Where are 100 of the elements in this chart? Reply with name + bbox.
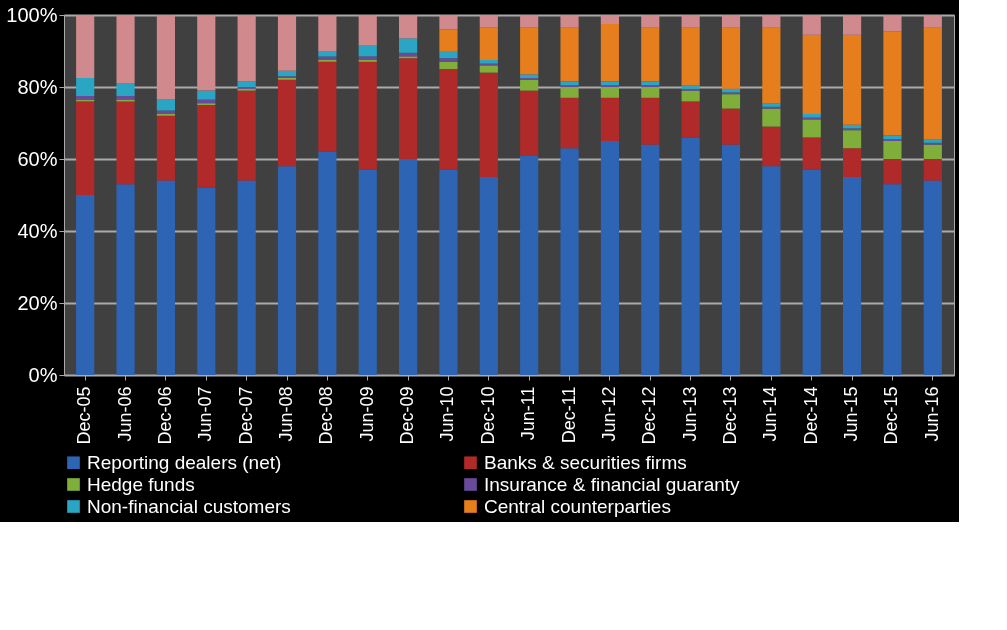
bar [721,15,741,28]
bar [600,87,619,98]
bar [479,65,498,73]
bar [600,15,619,24]
bar [156,99,175,111]
bar [762,108,781,127]
bar [600,24,619,82]
x-tick-label: Jun-14 [760,386,781,442]
bar [479,15,498,28]
bar [883,31,902,136]
bar [197,187,216,375]
x-tick-label: Dec-13 [720,386,740,445]
bar [358,45,377,57]
bar [681,27,700,86]
y-tick-label: 100% [6,3,58,26]
bar [520,15,539,28]
bar [560,15,579,28]
bar [358,56,377,60]
bar [439,61,458,69]
bar [641,97,660,145]
y-tick-label: 60% [17,147,58,170]
bar [318,151,337,375]
bar [439,29,458,51]
bar [156,15,175,100]
bar [277,79,297,167]
bar [923,180,942,375]
bar [802,169,821,375]
x-tick-label: Jun-15 [841,386,862,442]
bar [116,184,135,375]
bar [439,58,458,62]
bar [560,87,579,98]
bar [76,101,95,195]
bar [197,15,216,91]
bar [358,15,377,46]
bar [116,15,135,84]
x-tick-label: Dec-12 [639,386,660,445]
x-tick-label: Jun-11 [518,386,539,441]
bar [883,141,902,159]
bar [641,27,660,82]
x-tick-label: Jun-07 [195,386,216,442]
bar [883,159,902,185]
bar [762,126,781,167]
bar [399,159,418,375]
x-tick-label: Jun-08 [276,386,296,442]
bar [277,70,297,77]
bar [479,177,498,375]
bar [197,90,216,100]
bar [439,15,458,30]
x-tick-label: Dec-14 [800,386,821,445]
x-tick-label: Dec-05 [74,386,95,445]
bar [439,69,458,170]
legend-label: Reporting dealers (net) [87,451,282,473]
legend-label: Non-financial customers [87,495,291,517]
bar [479,27,498,60]
bar [802,15,821,35]
bar [399,15,418,39]
y-tick-label: 20% [17,291,58,314]
bar [237,15,256,82]
bar [721,108,741,145]
legend-label: Insurance & financial guaranty [484,473,741,495]
bar [318,61,337,152]
bar [237,90,256,181]
bar [520,79,539,91]
x-tick-label: Dec-11 [558,386,579,444]
bar [641,87,660,98]
bar [237,81,256,87]
bar [641,144,660,375]
x-tick-label: Jun-09 [356,386,377,442]
bar [520,90,539,156]
bar [762,27,781,104]
bar [843,15,862,35]
bar [116,83,135,96]
y-tick-label: 80% [17,75,58,98]
x-tick-label: Dec-09 [397,386,418,445]
bar [156,115,175,181]
bar [923,27,942,140]
x-tick-label: Jun-13 [679,386,700,442]
y-tick-label: 40% [17,219,58,242]
bar [156,110,175,114]
bar [762,15,781,28]
bar [802,137,821,170]
bar [883,184,902,375]
bar [641,15,660,28]
bar [843,34,862,125]
bar [520,27,539,75]
bar [681,15,700,28]
bar [76,15,95,78]
x-tick-label: Jun-12 [598,386,619,442]
bar [681,90,700,102]
bar [560,97,579,149]
bar [76,195,95,375]
bar [237,180,256,375]
bar [399,38,418,53]
bar [479,72,498,177]
bar [721,94,741,109]
x-tick-label: Dec-10 [477,386,498,445]
bar [600,141,619,375]
bar [156,180,175,375]
bar [358,169,377,375]
x-tick-label: Jun-10 [437,386,458,442]
